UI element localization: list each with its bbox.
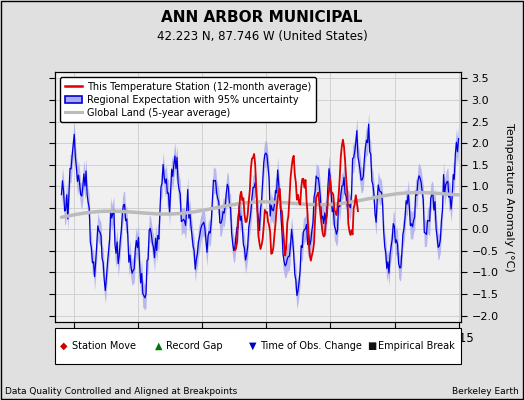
Text: ◆: ◆ (60, 341, 68, 351)
Text: 42.223 N, 87.746 W (United States): 42.223 N, 87.746 W (United States) (157, 30, 367, 43)
Text: ■: ■ (367, 341, 376, 351)
Y-axis label: Temperature Anomaly (°C): Temperature Anomaly (°C) (504, 123, 514, 271)
Text: ▲: ▲ (155, 341, 162, 351)
Text: Time of Obs. Change: Time of Obs. Change (260, 341, 362, 351)
Text: Empirical Break: Empirical Break (378, 341, 455, 351)
Text: ▼: ▼ (249, 341, 256, 351)
Text: Record Gap: Record Gap (166, 341, 223, 351)
Text: Data Quality Controlled and Aligned at Breakpoints: Data Quality Controlled and Aligned at B… (5, 387, 237, 396)
Text: Berkeley Earth: Berkeley Earth (452, 387, 519, 396)
Legend: This Temperature Station (12-month average), Regional Expectation with 95% uncer: This Temperature Station (12-month avera… (60, 77, 316, 122)
Text: Station Move: Station Move (72, 341, 136, 351)
Text: ANN ARBOR MUNICIPAL: ANN ARBOR MUNICIPAL (161, 10, 363, 25)
